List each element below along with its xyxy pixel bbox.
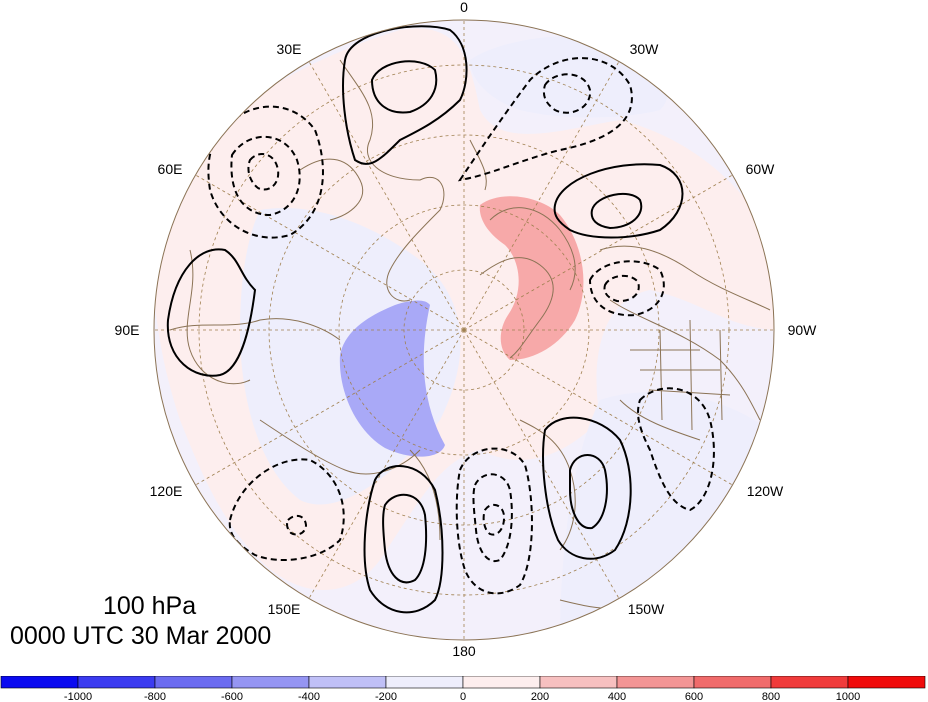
colorbar-label: -400 xyxy=(298,691,320,702)
colorbar-label: 200 xyxy=(531,691,549,702)
contour-solid xyxy=(370,60,438,114)
contour-dashed xyxy=(286,514,308,536)
colorbar-label: -800 xyxy=(144,691,166,702)
contour-dashed xyxy=(588,260,665,317)
contour-dashed xyxy=(482,503,506,536)
contour-dashed xyxy=(637,387,715,512)
shading-layer xyxy=(154,28,774,640)
lon-label-150e: 150E xyxy=(268,601,301,617)
contours xyxy=(166,25,684,614)
colorbar-box xyxy=(462,676,541,689)
colorbar-label: -1000 xyxy=(64,691,92,702)
contour-solid xyxy=(382,493,428,584)
colorbar-boxes xyxy=(0,676,926,689)
lon-label-120e: 120E xyxy=(150,483,183,499)
contour-dashed xyxy=(603,274,640,303)
valid-time-title: 0000 UTC 30 Mar 2000 xyxy=(10,622,272,650)
colorbar-box xyxy=(616,676,695,689)
colorbar-label: 800 xyxy=(762,691,780,702)
lon-label-30e: 30E xyxy=(277,41,302,57)
contour-solid xyxy=(569,454,608,530)
polar-map: 0 30W 60W 90W 120W 150W 180 150E 120E 90… xyxy=(115,0,818,659)
lon-label-0: 0 xyxy=(460,0,468,15)
colorbar-box xyxy=(154,676,233,689)
longitude-labels: 0 30W 60W 90W 120W 150W 180 150E 120E 90… xyxy=(115,0,818,659)
colorbar-label: 1000 xyxy=(836,691,860,702)
lon-label-60w: 60W xyxy=(746,161,776,177)
positive-anomaly-shade xyxy=(479,196,584,360)
graticule xyxy=(154,20,774,640)
contour-dashed xyxy=(455,447,533,595)
contour-solid xyxy=(542,416,632,560)
lon-label-180: 180 xyxy=(452,643,476,659)
colorbar-label: -600 xyxy=(221,691,243,702)
colorbar-box xyxy=(385,676,464,689)
colorbar-labels: -1000 -800 -600 -400 -200 0 200 400 600 800 1000 xyxy=(64,691,860,702)
negative-anomaly-shade xyxy=(339,300,445,457)
colorbar-label: 0 xyxy=(460,691,466,702)
colorbar-label: -200 xyxy=(375,691,397,702)
lon-label-30w: 30W xyxy=(630,41,660,57)
contour-solid xyxy=(553,163,684,239)
contour-dashed xyxy=(228,458,345,561)
contour-dashed xyxy=(472,473,513,563)
colorbar-label: 600 xyxy=(685,691,703,702)
colorbar-box xyxy=(693,676,772,689)
colorbar-box xyxy=(308,676,387,689)
contour-solid xyxy=(166,248,257,377)
contour-solid xyxy=(342,25,468,165)
colorbar-box xyxy=(847,676,926,689)
contour-dashed xyxy=(542,73,592,114)
contour-dashed xyxy=(207,105,324,239)
coastlines xyxy=(169,59,771,609)
colorbar-box xyxy=(0,676,79,689)
contour-solid xyxy=(590,192,643,230)
colorbar-box xyxy=(231,676,310,689)
lon-label-90w: 90W xyxy=(788,322,818,338)
colorbar-label: 400 xyxy=(608,691,626,702)
lon-label-90e: 90E xyxy=(115,322,140,338)
pressure-level-title: 100 hPa xyxy=(103,592,197,620)
lon-label-120w: 120W xyxy=(747,483,784,499)
colorbar-box xyxy=(770,676,849,689)
dashed-contours xyxy=(207,57,715,595)
lon-label-150w: 150W xyxy=(628,601,665,617)
contour-solid xyxy=(363,465,444,614)
colorbar-box xyxy=(77,676,156,689)
lon-label-60e: 60E xyxy=(158,161,183,177)
map-border xyxy=(153,19,775,641)
colorbar: -1000 -800 -600 -400 -200 0 200 400 600 800 1000 xyxy=(0,676,926,702)
colorbar-box xyxy=(539,676,618,689)
